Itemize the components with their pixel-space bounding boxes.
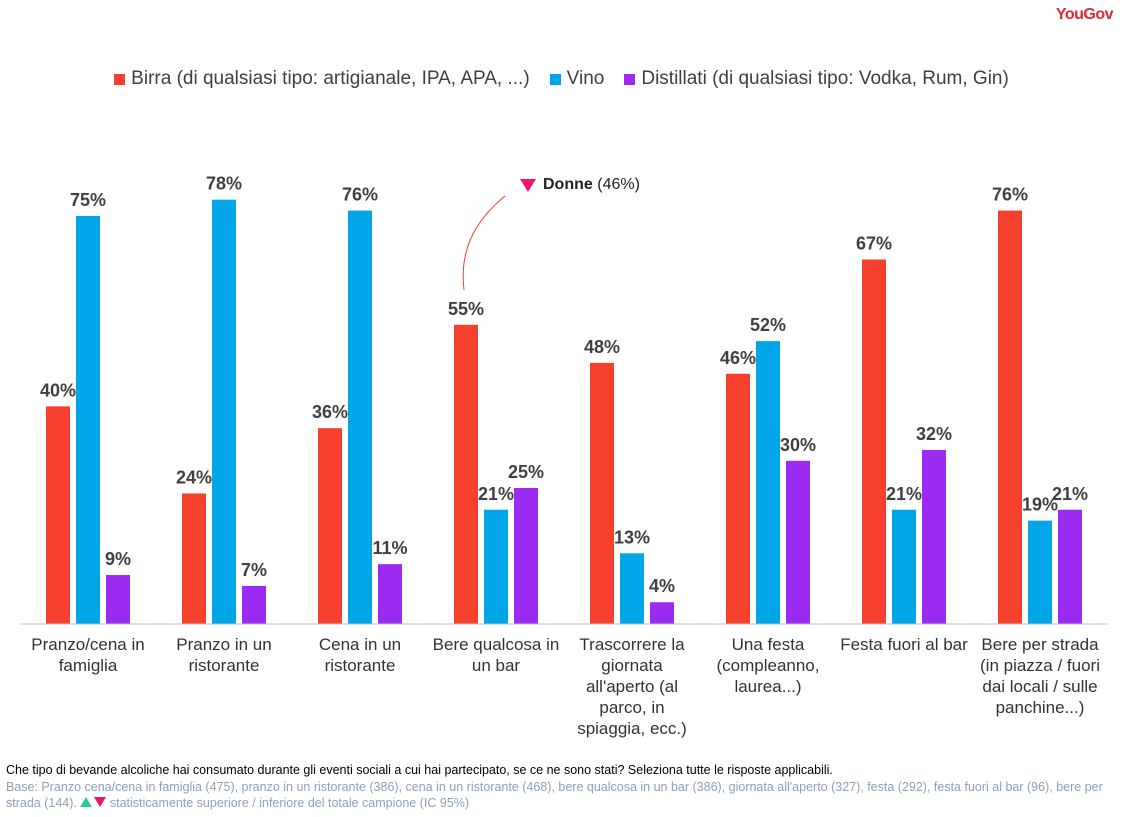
- legend-item: Birra (di qualsiasi tipo: artigianale, I…: [114, 68, 530, 90]
- bar: [182, 493, 206, 624]
- data-label: 25%: [508, 462, 544, 482]
- data-label: 76%: [342, 185, 378, 205]
- bar: [106, 575, 130, 624]
- bar: [726, 373, 750, 624]
- data-label: 78%: [206, 174, 242, 194]
- base-note: Base: Pranzo cena/cena in famiglia (475)…: [6, 779, 1106, 811]
- data-label: 21%: [478, 484, 514, 504]
- bar: [514, 488, 538, 624]
- bar: [1058, 509, 1082, 624]
- bar: [756, 341, 780, 624]
- legend-label: Vino: [566, 68, 605, 89]
- data-label: 52%: [750, 315, 786, 335]
- annotation: Donne (46%): [543, 176, 640, 194]
- question: Che tipo di bevande alcoliche hai consum…: [6, 763, 833, 777]
- legend-item: Vino: [549, 68, 605, 90]
- legend-item: Distillati (di qualsiasi tipo: Vodka, Ru…: [624, 68, 1009, 90]
- bar: [46, 406, 70, 624]
- legend-label: Distillati (di qualsiasi tipo: Vodka, Ru…: [641, 68, 1009, 89]
- data-label: 32%: [916, 424, 952, 444]
- data-label: 13%: [614, 527, 650, 547]
- legend-swatch: [624, 73, 636, 85]
- x-tick-label: Bere per strada (in piazza / fuori dai l…: [980, 635, 1100, 717]
- bar: [998, 210, 1022, 624]
- bar: [650, 602, 674, 624]
- annotation-value: (46%): [597, 176, 640, 193]
- annotation-connector: [462, 195, 506, 291]
- bar: [378, 564, 402, 624]
- base-text: Base: Pranzo cena/cena in famiglia (475)…: [6, 780, 1103, 810]
- data-label: 76%: [992, 185, 1028, 205]
- data-label: 30%: [780, 435, 816, 455]
- bar: [590, 362, 614, 624]
- data-label: 4%: [649, 576, 675, 596]
- data-label: 21%: [886, 484, 922, 504]
- data-label: 11%: [372, 538, 407, 558]
- data-label: 75%: [70, 190, 106, 210]
- data-label: 7%: [241, 560, 267, 580]
- bar: [862, 259, 886, 624]
- legend-swatch: [114, 73, 126, 85]
- data-label: 24%: [176, 467, 212, 487]
- significance-icons: [80, 797, 107, 807]
- bar: [922, 449, 946, 624]
- data-label: 67%: [856, 234, 892, 254]
- x-tick-label: Festa fuori al bar: [840, 635, 968, 654]
- x-tick-label: Bere qualcosa in un bar: [432, 635, 560, 675]
- data-label: 48%: [584, 337, 620, 357]
- bar: [318, 428, 342, 624]
- data-label: 36%: [312, 402, 348, 422]
- logo: YouGov: [1055, 6, 1114, 23]
- bar: [242, 585, 266, 624]
- bar: [348, 210, 372, 624]
- annotation-label: Donne: [543, 176, 593, 193]
- bar: [1028, 520, 1052, 624]
- x-tick-label: Una festa (compleanno, laurea...): [716, 635, 820, 696]
- legend-label: Birra (di qualsiasi tipo: artigianale, I…: [131, 68, 530, 89]
- data-label: 40%: [40, 380, 76, 400]
- bar: [786, 460, 810, 624]
- x-tick-label: Trascorrere la giornata all'aperto (al p…: [577, 635, 687, 738]
- x-tick-label: Cena in un ristorante: [318, 635, 402, 675]
- bar: [620, 553, 644, 624]
- bar: [212, 199, 236, 624]
- annotation-triangle: [520, 179, 536, 192]
- x-tick-label: Pranzo in un ristorante: [176, 635, 272, 675]
- data-label: 21%: [1052, 484, 1088, 504]
- data-label: 55%: [448, 299, 484, 319]
- legend-swatch: [549, 73, 561, 85]
- significance-text: statisticamente superiore / inferiore de…: [109, 796, 470, 810]
- bar: [76, 216, 100, 624]
- legend: Birra (di qualsiasi tipo: artigianale, I…: [0, 68, 1123, 90]
- x-tick-label: Pranzo/cena in famiglia: [31, 635, 145, 675]
- data-label: 19%: [1022, 495, 1058, 515]
- bar: [892, 509, 916, 624]
- bar: [454, 324, 478, 624]
- data-label: 9%: [105, 549, 131, 569]
- bar: [484, 509, 508, 624]
- data-label: 46%: [720, 348, 756, 368]
